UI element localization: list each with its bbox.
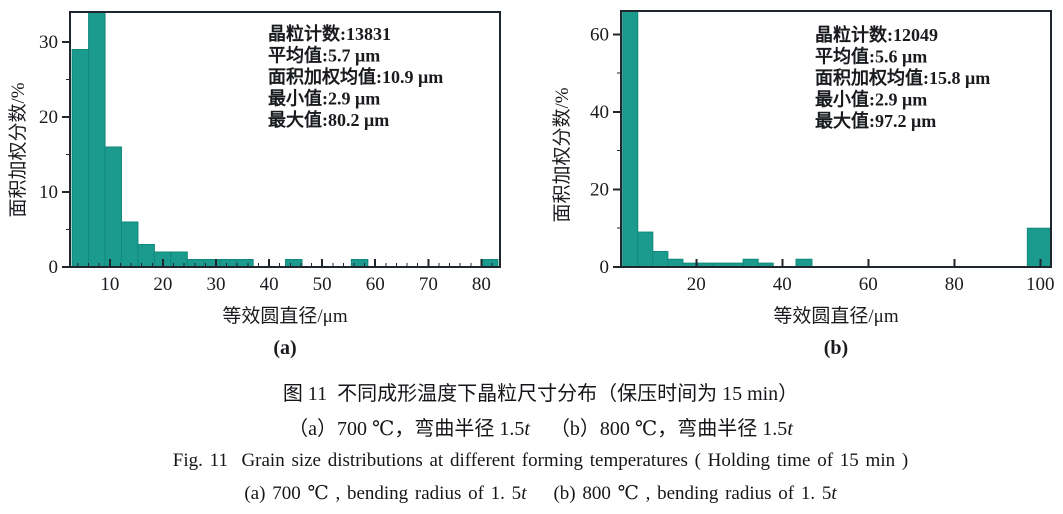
- histogram-bar: [236, 259, 254, 268]
- axis-ticks: [62, 41, 493, 268]
- stats-line: 面积加权均值:10.9 μm: [268, 66, 443, 87]
- x-tick-label: 30: [206, 274, 225, 295]
- histogram-bar: [622, 10, 639, 268]
- x-tick-label: 80: [472, 274, 491, 295]
- stats-line: 最大值:80.2 μm: [268, 109, 389, 130]
- histogram-panel-a: 10 20 30 40 50 60 70 80 0 10 20 30 晶粒计数:13831平均值:5.7…: [7, 11, 501, 359]
- caption-text: （a）700 ℃，弯曲半径 1.5: [288, 418, 525, 440]
- italic-variable-t: t: [787, 418, 793, 440]
- x-tick-label: 60: [366, 274, 385, 295]
- x-tick-label: 20: [153, 274, 172, 295]
- y-tick-label: 10: [39, 182, 58, 203]
- x-tick-label: 70: [419, 274, 438, 295]
- stats-line: 平均值:5.6 μm: [815, 46, 927, 67]
- histogram-bar: [1026, 227, 1052, 268]
- panel-label: (a): [273, 337, 296, 359]
- axis-box: [69, 11, 501, 268]
- stats-line: 平均值:5.7 μm: [268, 45, 380, 66]
- histogram-bar: [203, 259, 221, 268]
- axis-ticks: [613, 33, 1042, 268]
- figure-caption-chinese-subtitle: （a）700 ℃，弯曲半径 1.5t （b）800 ℃，弯曲半径 1.5t: [18, 412, 1063, 441]
- histogram-bar: [71, 49, 90, 268]
- caption-text: 图 11 不同成形温度下晶粒尺寸分布（保压时间为 15 min）: [282, 383, 799, 405]
- histogram-bar: [88, 11, 106, 268]
- y-axis-label: 面积加权分数/%: [7, 82, 29, 217]
- histogram-bar: [637, 231, 654, 268]
- y-axis-label: 面积加权分数/%: [551, 87, 573, 222]
- y-tick-label: 30: [39, 32, 58, 53]
- histogram-bar: [652, 250, 669, 268]
- italic-variable-t: t: [831, 483, 837, 504]
- histogram-bar: [104, 146, 122, 268]
- histogram-bar: [285, 259, 303, 268]
- histogram-bar: [219, 259, 238, 268]
- x-axis-label: 等效圆直径/μm: [222, 305, 347, 327]
- italic-variable-t: t: [524, 418, 530, 440]
- histogram-bar: [480, 259, 499, 268]
- x-tick-label: 40: [260, 274, 279, 295]
- caption-text: （b）800 ℃，弯曲半径 1.5: [529, 418, 788, 440]
- x-tick-label: 50: [313, 274, 332, 295]
- x-tick-label: 40: [773, 274, 792, 295]
- histogram-bar: [120, 221, 139, 268]
- figure-caption-english-title: Fig. 11 Grain size distributions at diff…: [18, 450, 1063, 472]
- x-tick-label: 100: [1026, 274, 1055, 295]
- y-tick-label: 40: [590, 102, 609, 123]
- x-axis-label: 等效圆直径/μm: [773, 305, 898, 327]
- y-tick-label: 60: [590, 24, 609, 45]
- stats-line: 面积加权均值:15.8 μm: [815, 67, 990, 88]
- x-tick-label: 80: [945, 274, 964, 295]
- caption-text: Fig. 11 Grain size distributions at diff…: [172, 450, 909, 471]
- histogram-bar: [186, 259, 205, 268]
- figure-caption-english-subtitle: (a) 700 ℃ , bending radius of 1. 5t (b) …: [18, 482, 1063, 505]
- stats-line: 最大值:97.2 μm: [815, 110, 936, 131]
- histogram-bars: [71, 11, 499, 268]
- y-tick-label: 20: [39, 107, 58, 128]
- histogram-bar: [742, 258, 759, 268]
- x-tick-label: 20: [687, 274, 706, 295]
- y-tick-label: 20: [590, 179, 609, 200]
- histogram-bar: [667, 258, 684, 268]
- axis-box: [620, 10, 1052, 268]
- y-tick-label: 0: [49, 257, 59, 278]
- stats-line: 晶粒计数:12049: [815, 24, 938, 45]
- x-tick-label: 10: [100, 274, 119, 295]
- x-tick-label: 60: [859, 274, 878, 295]
- stats-line: 最小值:2.9 μm: [268, 88, 380, 109]
- stats-line: 最小值:2.9 μm: [815, 89, 927, 110]
- stats-line: 晶粒计数:13831: [268, 23, 391, 44]
- italic-variable-t: t: [521, 483, 527, 504]
- histogram-bar: [795, 258, 813, 268]
- caption-text: (b) 800 ℃ , bending radius of 1. 5: [526, 483, 832, 504]
- caption-text: (a) 700 ℃ , bending radius of 1. 5: [244, 483, 522, 504]
- y-tick-label: 0: [600, 257, 610, 278]
- figure-caption-chinese-title: 图 11 不同成形温度下晶粒尺寸分布（保压时间为 15 min）: [18, 377, 1063, 406]
- panel-label: (b): [824, 337, 848, 359]
